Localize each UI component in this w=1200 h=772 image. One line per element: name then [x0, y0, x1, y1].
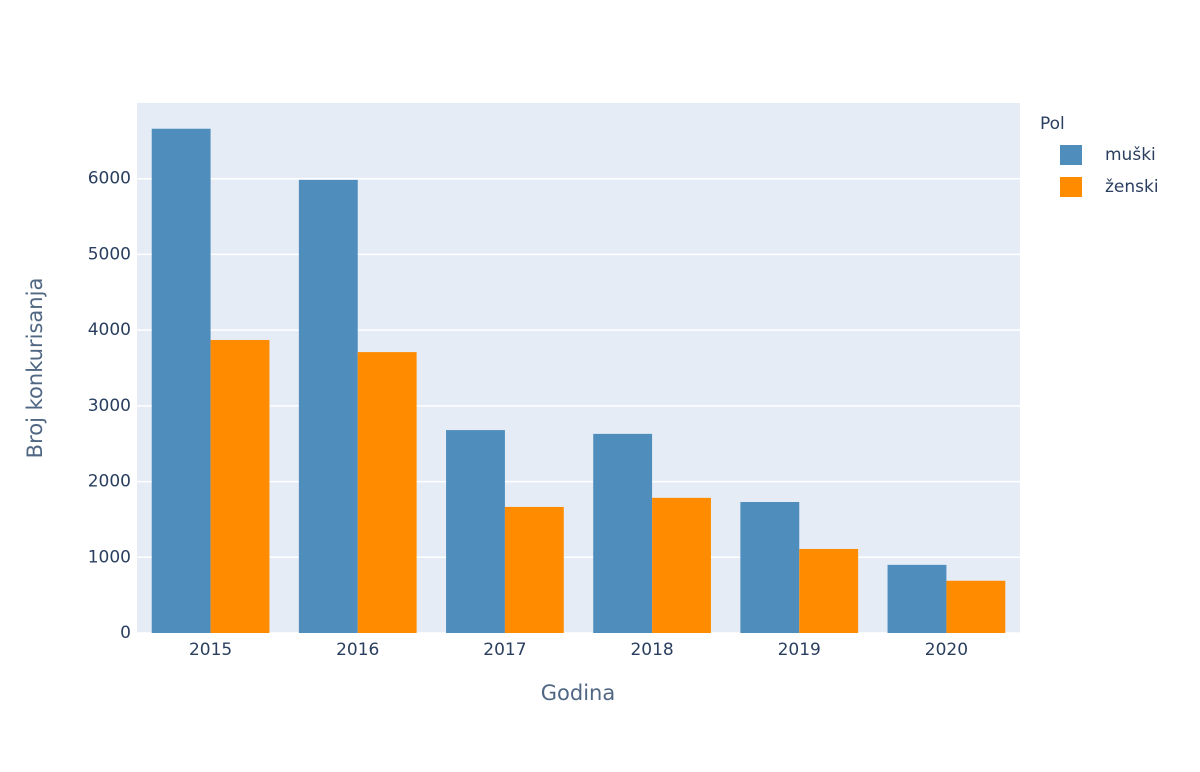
bar	[593, 433, 653, 633]
bar	[740, 502, 800, 633]
x-tick-label: 2020	[925, 640, 968, 660]
plot-area	[137, 103, 1020, 633]
bar	[151, 128, 211, 633]
x-tick-label: 2016	[336, 640, 379, 660]
bar	[887, 564, 947, 633]
bar	[652, 497, 711, 633]
legend-swatch	[1060, 145, 1082, 165]
bar	[210, 339, 270, 633]
y-tick-label: 2000	[88, 472, 131, 492]
x-tick-label: 2019	[778, 640, 821, 660]
legend-label: muški	[1105, 145, 1156, 165]
y-tick-label: 5000	[88, 244, 131, 264]
x-tick-label: 2018	[630, 640, 673, 660]
bar	[799, 548, 859, 633]
x-axis-title: Godina	[541, 681, 615, 705]
legend-title: Pol	[1040, 114, 1065, 134]
y-axis-title: Broj konkurisanja	[23, 278, 47, 459]
bar	[504, 506, 564, 633]
y-tick-label: 0	[120, 623, 131, 643]
bar	[446, 430, 505, 633]
bar	[946, 580, 1006, 633]
legend-label: ženski	[1105, 177, 1159, 197]
x-tick-label: 2017	[483, 640, 526, 660]
bar	[298, 179, 358, 633]
y-tick-label: 1000	[88, 547, 131, 567]
y-tick-label: 6000	[88, 169, 131, 189]
x-tick-label: 2015	[189, 640, 232, 660]
y-tick-label: 4000	[88, 320, 131, 340]
y-tick-label: 3000	[88, 396, 131, 416]
bar	[357, 352, 417, 633]
legend-swatch	[1060, 177, 1082, 197]
